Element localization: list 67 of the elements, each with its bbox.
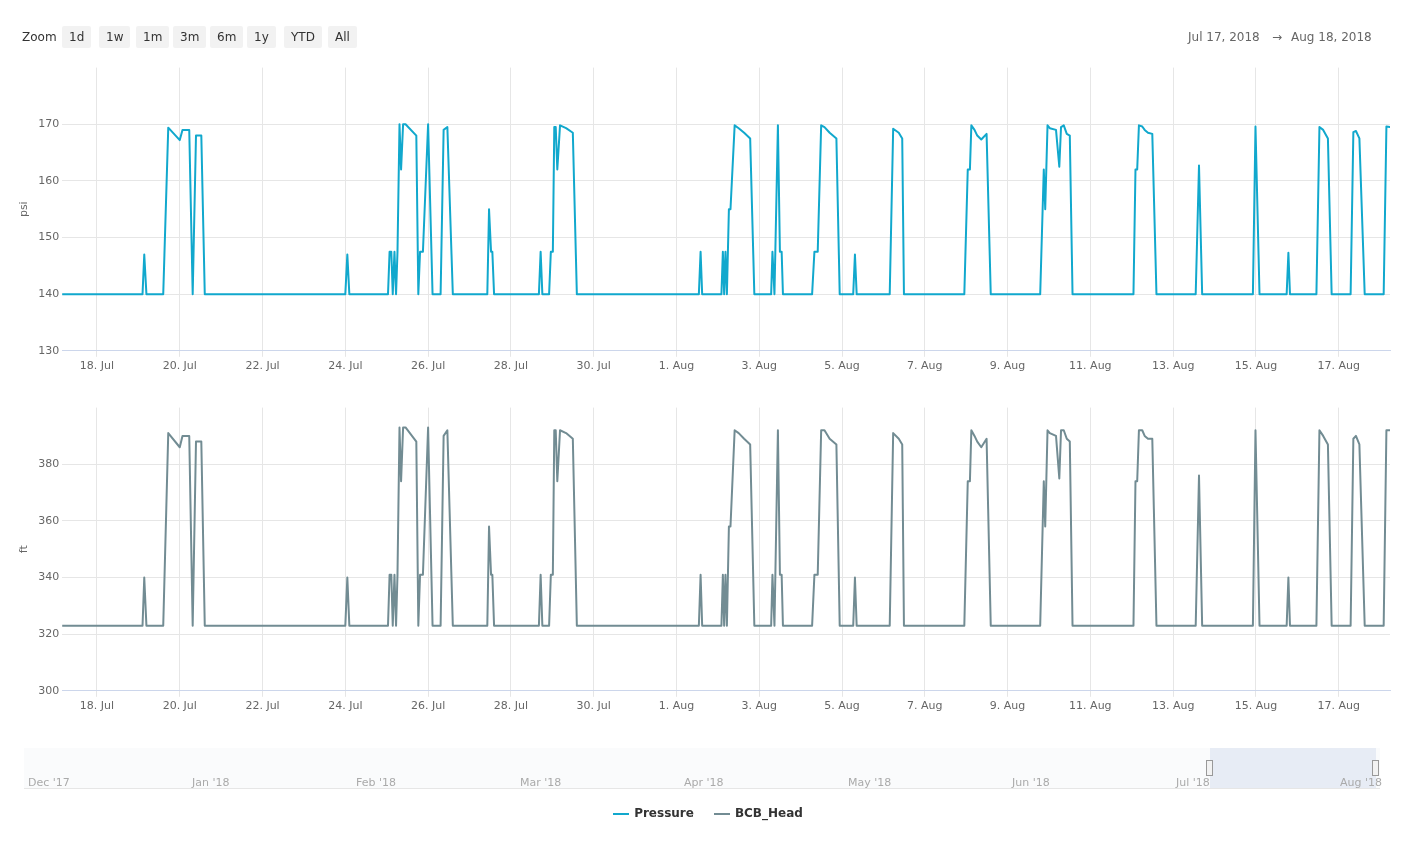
text: 1m <box>136 26 170 48</box>
x-tick-label: 11. Aug <box>1069 699 1112 713</box>
x-tick-label: 3. Aug <box>741 699 777 713</box>
y-tick-label: 320 <box>38 627 60 641</box>
text: 6m <box>210 26 244 48</box>
y-tick-label: 340 <box>38 570 60 584</box>
x-tick-label: 30. Jul <box>576 359 611 373</box>
x-tick-label: 22. Jul <box>245 699 280 713</box>
x-tick-label: 17. Aug <box>1317 359 1360 373</box>
y-tick-label: 300 <box>38 683 60 697</box>
x-tick-label: 26. Jul <box>410 359 446 373</box>
x-tick-label: 28. Jul <box>493 359 529 373</box>
x-tick-label: 1. Aug <box>658 699 695 713</box>
y-tick-label: 140 <box>38 287 60 301</box>
x-tick-label: 30. Jul <box>576 699 611 713</box>
text: Jun '18 <box>1012 776 1050 789</box>
text: All <box>328 26 357 48</box>
y-tick-label: 360 <box>38 513 60 527</box>
y-tick-label: 160 <box>38 173 60 187</box>
x-tick-label: 9. Aug <box>989 699 1026 713</box>
x-tick-label: 9. Aug <box>989 359 1026 373</box>
x-tick-label: 13. Aug <box>1151 359 1195 373</box>
x-tick-label: 24. Jul <box>328 699 363 713</box>
x-tick-label: 17. Aug <box>1317 699 1360 713</box>
text: Jul '18 <box>1176 776 1210 789</box>
text: Jul 17, 2018 <box>1188 29 1260 46</box>
x-tick-label: 15. Aug <box>1234 359 1278 373</box>
text: 1y <box>247 26 276 48</box>
x-tick-label: 1. Aug <box>658 359 695 373</box>
text: → <box>1272 29 1283 46</box>
text: Mar '18 <box>520 776 562 789</box>
y-tick-label: 170 <box>38 117 60 131</box>
x-tick-label: 11. Aug <box>1069 359 1112 373</box>
y-tick-label: 150 <box>38 230 60 244</box>
text: YTD <box>284 26 322 48</box>
text: 3m <box>173 26 207 48</box>
text: Feb '18 <box>356 776 396 789</box>
x-tick-label: 3. Aug <box>741 359 777 373</box>
x-tick-label: 5. Aug <box>824 359 860 373</box>
x-tick-label: 7. Aug <box>907 699 943 713</box>
text: 1d <box>62 26 92 48</box>
x-tick-label: 20. Jul <box>162 359 197 373</box>
text: Apr '18 <box>684 776 724 789</box>
legend-label: Pressure <box>633 806 694 820</box>
x-tick-label: 18. Jul <box>79 359 115 373</box>
x-tick-label: 5. Aug <box>824 699 860 713</box>
text: Aug 18, 2018 <box>1291 29 1372 46</box>
text: Jan '18 <box>192 776 230 789</box>
text: 1w <box>99 26 131 48</box>
x-tick-label: 28. Jul <box>493 699 529 713</box>
text: Aug '18 <box>1340 776 1382 789</box>
x-tick-label: 20. Jul <box>162 699 197 713</box>
y-axis-title: ft <box>17 544 31 554</box>
y-tick-label: 380 <box>38 457 60 471</box>
y-axis-title: psi <box>17 201 31 218</box>
legend-label: BCB_Head <box>733 806 803 820</box>
text: Dec '17 <box>28 776 70 789</box>
x-tick-label: 15. Aug <box>1234 699 1278 713</box>
x-tick-label: 18. Jul <box>79 699 115 713</box>
y-tick-label: 130 <box>38 343 60 357</box>
x-tick-label: 13. Aug <box>1151 699 1195 713</box>
x-tick-label: 22. Jul <box>245 359 280 373</box>
x-tick-label: 7. Aug <box>907 359 943 373</box>
x-tick-label: 24. Jul <box>328 359 363 373</box>
x-tick-label: 26. Jul <box>410 699 446 713</box>
text: Zoom <box>22 29 57 46</box>
text: May '18 <box>848 776 892 789</box>
